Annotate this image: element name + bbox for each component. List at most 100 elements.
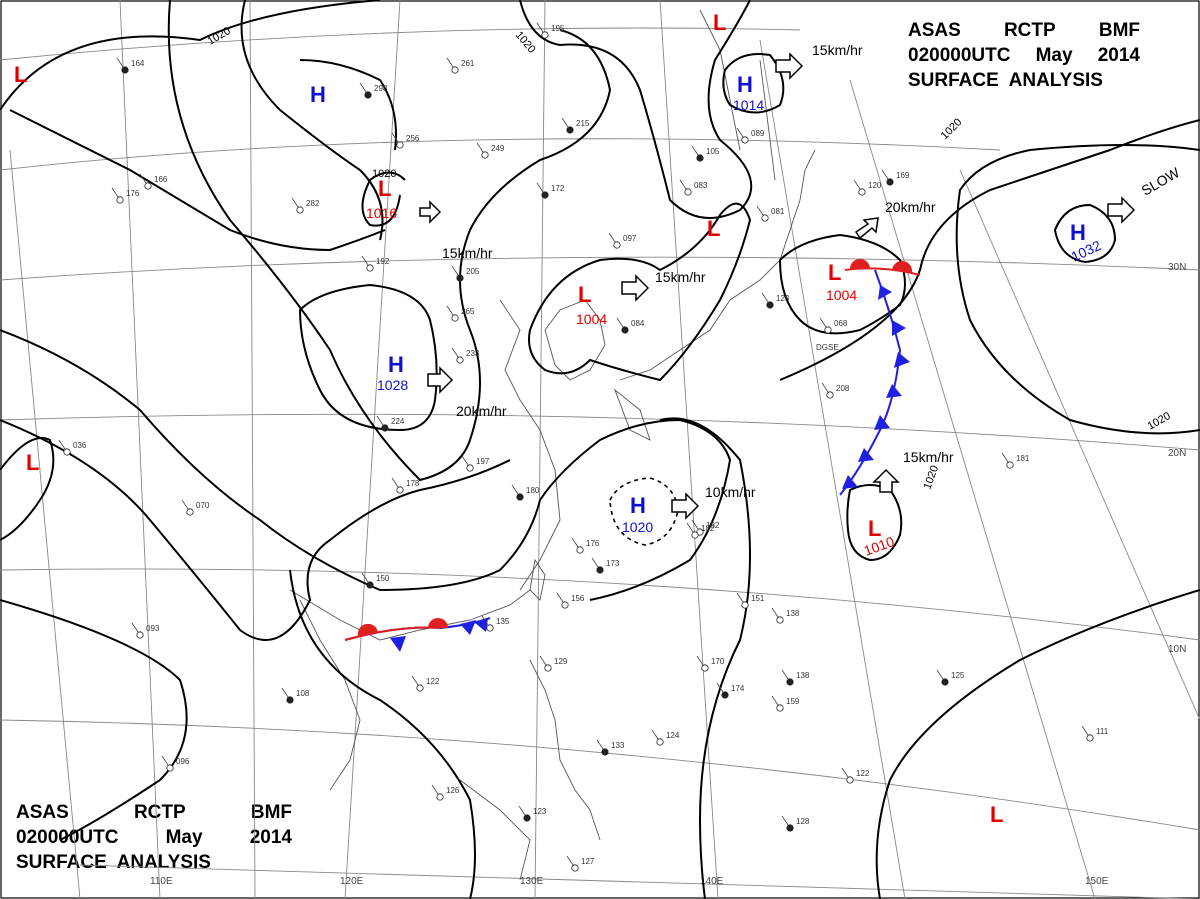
station-plot: 205 [451, 265, 480, 282]
low-pressure-center: L [828, 260, 841, 285]
isobar [361, 171, 406, 227]
lat-label-20: 20N [1168, 448, 1186, 459]
motion-speed-label: 15km/hr [442, 245, 493, 261]
station-pressure: 282 [306, 199, 320, 208]
motion-arrow-icon [419, 200, 442, 224]
station-pressure: 122 [426, 677, 440, 686]
cold-front-triangle [886, 384, 902, 398]
station-circle-icon [366, 264, 374, 272]
station-pressure: 164 [131, 59, 145, 68]
station-circle-icon [741, 136, 749, 144]
low-pressure-center: L [990, 802, 1003, 827]
station-plot: 233 [451, 347, 480, 364]
coast-korea [544, 299, 606, 381]
station-circle-icon [684, 188, 692, 196]
motion-arrow-icon [671, 492, 700, 520]
station-pressure: 138 [786, 609, 800, 618]
station-plot: 150 [361, 572, 390, 589]
station-pressure: 068 [834, 319, 848, 328]
station-pressure: 129 [554, 657, 568, 666]
station-pressure: 133 [611, 741, 625, 750]
station-circle-icon [761, 214, 769, 222]
station-pressure: 261 [461, 59, 475, 68]
header-year: 2014 [1097, 45, 1140, 66]
station-plot: 208 [821, 382, 850, 399]
station-circle-icon [416, 684, 424, 692]
station-pressure: 125 [951, 671, 965, 680]
station-pressure: 096 [176, 757, 190, 766]
station-plot: 125 [936, 669, 965, 686]
station-circle-icon [451, 314, 459, 322]
station-circle-icon [656, 738, 664, 746]
footer-month: May [165, 827, 203, 848]
station-pressure: 120 [868, 181, 882, 190]
station-plot: 133 [596, 739, 625, 756]
station-plot: 108 [281, 687, 310, 704]
isobar [659, 417, 751, 899]
station-plot: 070 [181, 499, 210, 516]
station-circle-icon [396, 141, 404, 149]
station-plot: 093 [131, 622, 160, 639]
motion-arrow-icon [427, 366, 454, 394]
station-pressure: 181 [1016, 454, 1030, 463]
station-circle-icon [858, 188, 866, 196]
station-plot: 192 [361, 255, 390, 272]
station-plot: 122 [841, 767, 870, 784]
meridian-line [849, 79, 1096, 899]
lat-label-30: 30N [1168, 262, 1186, 273]
station-circle-icon [116, 196, 124, 204]
station-plot: 096 [161, 755, 190, 772]
station-pressure: 036 [73, 441, 87, 450]
station-circle-icon [776, 704, 784, 712]
station-pressure: 124 [666, 731, 680, 740]
station-pressure: 205 [466, 267, 480, 276]
station-pressure: 089 [751, 129, 765, 138]
low-pressure-center: L [707, 216, 720, 241]
station-plot: 256 [391, 132, 420, 149]
coast-kyushu [614, 388, 651, 441]
high-pressure-value: 1014 [733, 97, 764, 113]
station-circle-icon [544, 664, 552, 672]
cold-front-triangle [460, 620, 476, 635]
parallel-line [0, 568, 1200, 641]
footer-time: 020000UTC [16, 827, 119, 848]
station-pressure: 097 [623, 234, 637, 243]
isobar-dashed [609, 477, 679, 546]
station-pressure: 083 [694, 181, 708, 190]
station-plot: 138 [781, 669, 810, 686]
station-plot: 215 [561, 117, 590, 134]
station-plot: 180 [511, 484, 540, 501]
station-pressure: 265 [461, 307, 475, 316]
isobar [240, 0, 384, 241]
high-pressure-center: H [737, 72, 753, 97]
isobar-label: 1020 [939, 116, 965, 142]
coast-kamchatka [699, 9, 741, 151]
isobar-label: 1020 [922, 464, 942, 491]
isobar [0, 419, 511, 641]
coast-taiwan [529, 558, 546, 601]
parallel-line [0, 413, 1200, 451]
station-circle-icon [786, 824, 794, 832]
station-pressure: 126 [446, 786, 460, 795]
station-pressure: 111 [1096, 727, 1109, 736]
station-pressure: 249 [491, 144, 505, 153]
station-pressure: 208 [836, 384, 850, 393]
station-plot: 151 [736, 592, 765, 609]
station-plot: 197 [461, 455, 490, 472]
station-pressure: 224 [391, 417, 405, 426]
isobar [9, 109, 386, 252]
station-plot: 265 [446, 305, 475, 322]
cold-front [839, 269, 902, 496]
meridian-line [249, 0, 256, 899]
station-code: DGSE [816, 343, 839, 352]
station-circle-icon [296, 206, 304, 214]
coast-vietnam [299, 599, 361, 791]
station-plots: 298 256 249 215 195 261 172 282 192 205 265 233 224 1… [58, 22, 1109, 872]
isobar [0, 599, 188, 841]
station-plot: 089 [736, 127, 765, 144]
station-plot: 195 [536, 22, 565, 39]
station-circle-icon [436, 793, 444, 801]
station-pressure: 122 [856, 769, 870, 778]
cold-front-triangle [390, 636, 406, 652]
